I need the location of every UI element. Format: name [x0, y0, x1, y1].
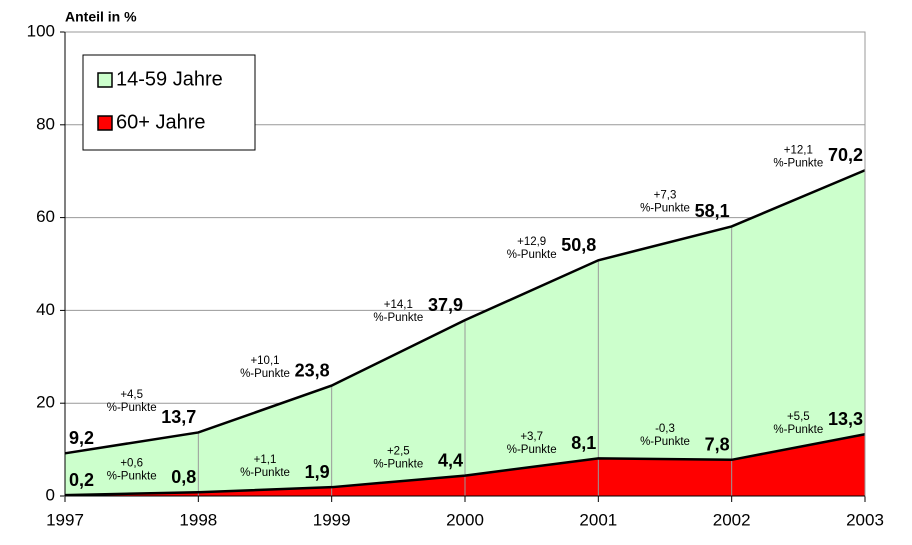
x-tick-label: 1998 [179, 510, 217, 529]
change-annotation: %-Punkte [773, 157, 823, 169]
value-label: 1,9 [305, 462, 330, 482]
change-annotation: %-Punkte [107, 471, 157, 483]
value-label: 9,2 [69, 428, 94, 448]
value-label: 0,8 [171, 467, 196, 487]
change-annotation: %-Punkte [240, 368, 290, 380]
x-tick-label: 2001 [579, 510, 617, 529]
change-annotation: %-Punkte [373, 312, 423, 324]
y-tick-label: 0 [46, 485, 55, 504]
y-tick-label: 20 [36, 393, 55, 412]
x-tick-label: 2003 [846, 510, 884, 529]
y-tick-label: 40 [36, 300, 55, 319]
value-label: 70,2 [828, 145, 863, 165]
legend-label: 60+ Jahre [116, 111, 206, 133]
value-label: 13,3 [828, 409, 863, 429]
x-tick-label: 1997 [46, 510, 84, 529]
value-label: 50,8 [561, 235, 596, 255]
change-annotation: %-Punkte [107, 402, 157, 414]
x-tick-label: 2000 [446, 510, 484, 529]
legend-swatch [97, 115, 113, 131]
legend: 14-59 Jahre 60+ Jahre [82, 54, 256, 151]
legend-swatch [97, 72, 113, 88]
change-annotation: +1,1 [254, 454, 277, 466]
change-annotation: -0,3 [655, 423, 675, 435]
change-annotation: +12,1 [784, 144, 813, 156]
y-tick-label: 60 [36, 207, 55, 226]
x-tick-label: 1999 [313, 510, 351, 529]
change-annotation: +12,9 [517, 236, 546, 248]
value-label: 58,1 [695, 201, 730, 221]
change-annotation: %-Punkte [773, 424, 823, 436]
change-annotation: +4,5 [120, 389, 143, 401]
value-label: 7,8 [705, 435, 730, 455]
line [64, 169, 866, 455]
value-label: 23,8 [295, 360, 330, 380]
change-annotation: %-Punkte [373, 458, 423, 470]
value-label: 8,1 [571, 433, 596, 453]
change-annotation: +0,6 [120, 458, 143, 470]
area [65, 434, 865, 496]
change-annotation: %-Punkte [240, 467, 290, 479]
value-label: 13,7 [161, 407, 196, 427]
value-label: 4,4 [438, 450, 463, 470]
change-annotation: +5,5 [787, 411, 810, 423]
change-annotation: +7,3 [654, 189, 677, 201]
legend-label: 14-59 Jahre [116, 68, 223, 90]
change-annotation: +14,1 [384, 299, 413, 311]
x-tick-label: 2002 [713, 510, 751, 529]
legend-box [82, 54, 256, 151]
change-annotation: +3,7 [520, 431, 543, 443]
change-annotation: %-Punkte [640, 202, 690, 214]
line [64, 433, 866, 497]
change-annotation: %-Punkte [507, 444, 557, 456]
value-label: 0,2 [69, 470, 94, 490]
y-axis-label: Anteil in % [65, 9, 137, 25]
y-tick-label: 80 [36, 114, 55, 133]
change-annotation: %-Punkte [507, 249, 557, 261]
y-tick-label: 100 [27, 21, 55, 40]
value-label: 37,9 [428, 295, 463, 315]
change-annotation: %-Punkte [640, 436, 690, 448]
change-annotation: +2,5 [387, 445, 410, 457]
change-annotation: +10,1 [250, 355, 279, 367]
